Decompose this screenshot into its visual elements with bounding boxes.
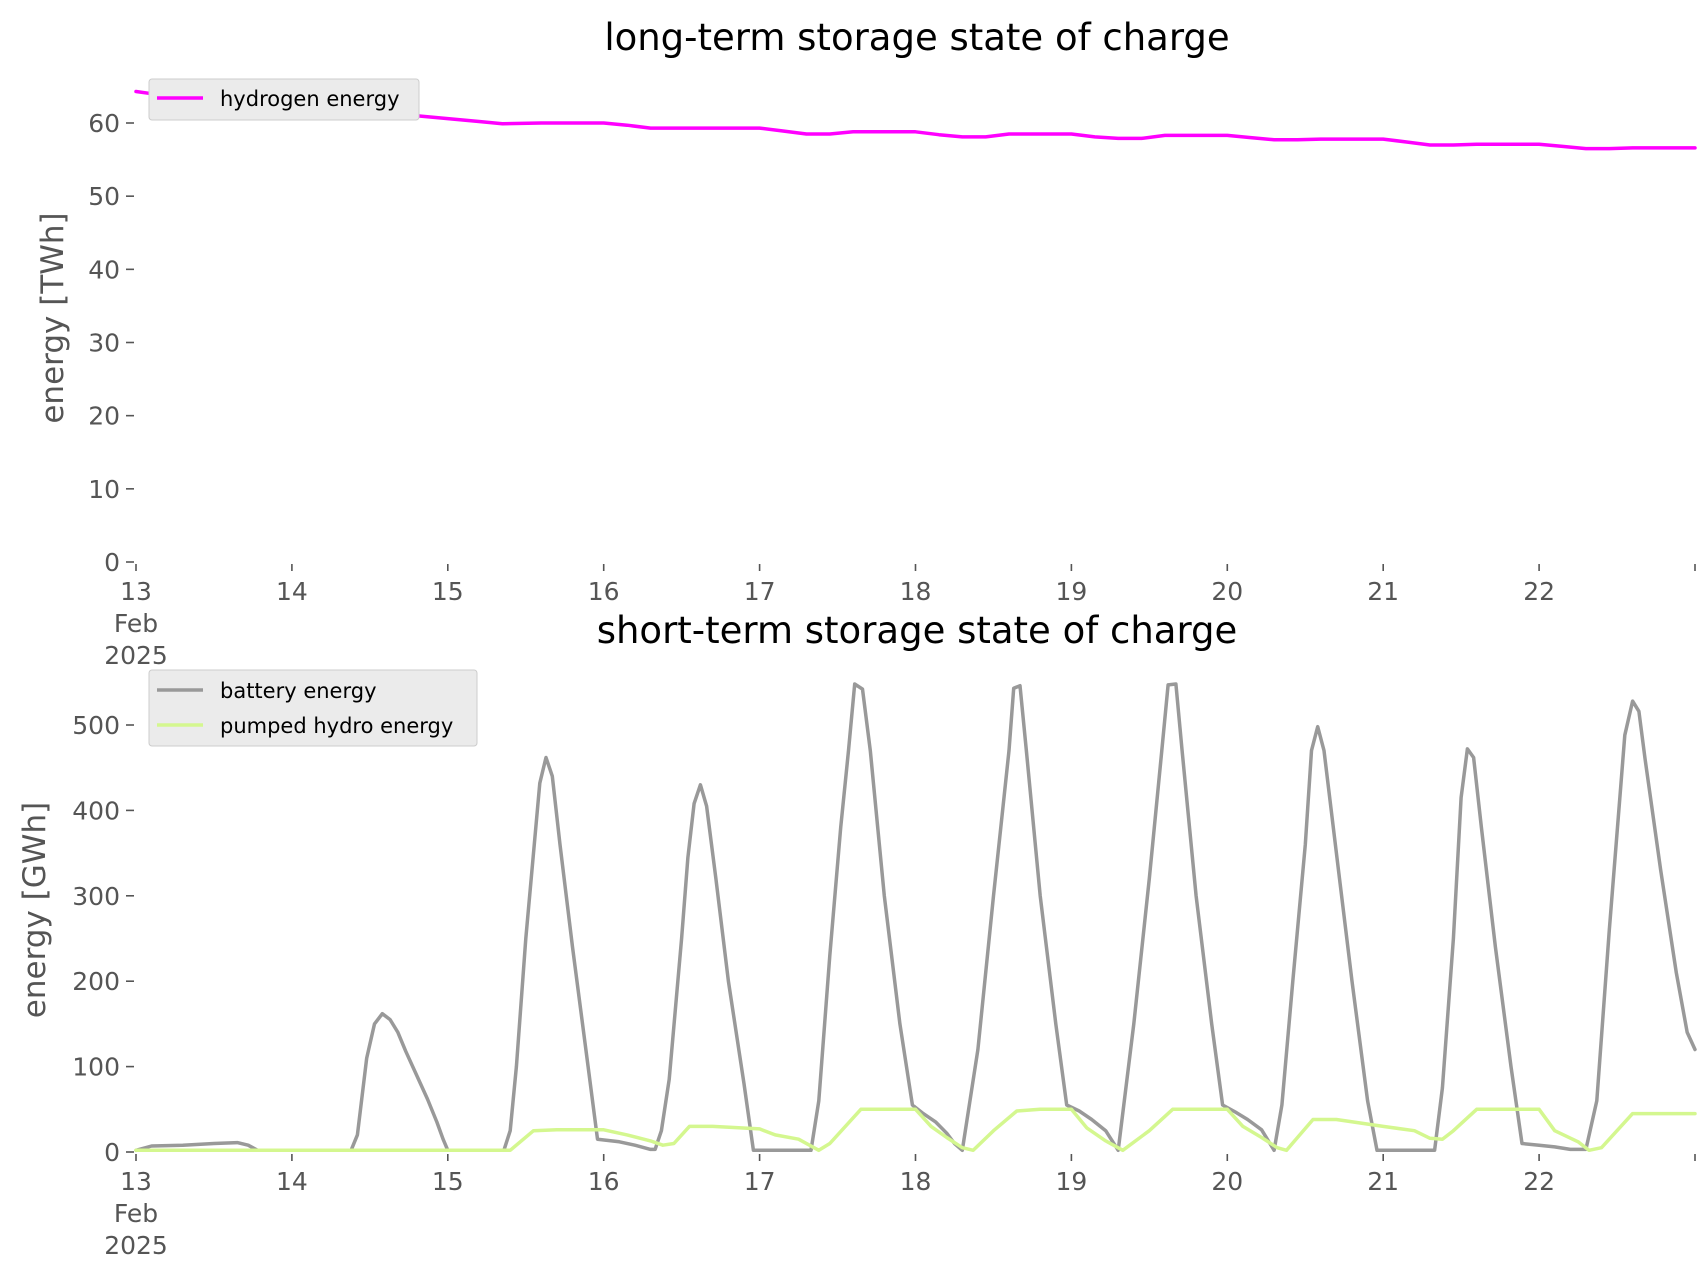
x-tick-label: 22 [1523,577,1555,606]
x-tick-label: 14 [276,1167,308,1196]
x-tick-label: 19 [1055,577,1087,606]
chart-title: short-term storage state of charge [597,609,1238,652]
y-tick-label: 300 [72,882,120,911]
x-tick-label: Feb [114,609,158,638]
x-tick-label: 13 [120,577,152,606]
legend-label-hydrogen-energy: hydrogen energy [220,87,400,111]
x-tick-label: 2025 [104,1231,168,1260]
y-tick-label: 0 [104,548,120,577]
legend: hydrogen energy [148,78,420,121]
x-tick-label: 13 [120,1167,152,1196]
x-tick-label: Feb [114,1199,158,1228]
y-tick-label: 60 [88,109,120,138]
y-tick-label: 20 [88,402,120,431]
legend-box [148,78,420,121]
x-tick-label: 21 [1367,577,1399,606]
legend-label-battery-energy: battery energy [220,679,377,703]
axis-ticks: 0 100 200 300 400 500 13 Feb 2025 14 15 16 17 18 19 20 2… [72,711,1696,1260]
x-tick-label: 15 [432,1167,464,1196]
x-tick-label: 14 [276,577,308,606]
y-tick-label: 50 [88,182,120,211]
chart-title: long-term storage state of charge [604,16,1229,59]
y-tick-label: 200 [72,967,120,996]
long-term-storage-chart: long-term storage state of charge energy… [35,16,1697,670]
series-line-battery-energy [134,682,1697,1153]
x-tick-label: 16 [588,1167,620,1196]
series-lines [134,682,1697,1153]
x-tick-label: 22 [1523,1167,1555,1196]
y-axis-label: energy [GWh] [17,802,53,1018]
x-tick-label: 18 [900,577,932,606]
y-tick-label: 400 [72,796,120,825]
y-tick-label: 10 [88,475,120,504]
y-tick-label: 40 [88,255,120,284]
y-tick-label: 30 [88,329,120,358]
legend-box [148,669,478,747]
x-tick-label: 18 [900,1167,932,1196]
x-tick-label: 17 [744,1167,776,1196]
x-tick-label: 17 [744,577,776,606]
x-tick-label: 16 [588,577,620,606]
y-tick-label: 500 [72,711,120,740]
x-tick-label: 20 [1211,577,1243,606]
short-term-storage-chart: short-term storage state of charge energ… [17,609,1697,1260]
x-tick-label: 2025 [104,641,168,670]
legend: battery energy pumped hydro energy [148,669,478,747]
y-tick-label: 0 [104,1138,120,1167]
x-tick-label: 19 [1055,1167,1087,1196]
x-tick-label: 21 [1367,1167,1399,1196]
axis-ticks: 0 10 20 30 40 50 60 13 Feb 2025 14 15 16 17 18 19 20 21 22 [88,109,1696,670]
y-tick-label: 100 [72,1053,120,1082]
y-axis-label: energy [TWh] [35,212,71,423]
series-line-pumped-hydro-energy [134,1107,1697,1153]
x-tick-label: 15 [432,577,464,606]
legend-label-pumped-hydro-energy: pumped hydro energy [220,714,453,738]
x-tick-label: 20 [1211,1167,1243,1196]
